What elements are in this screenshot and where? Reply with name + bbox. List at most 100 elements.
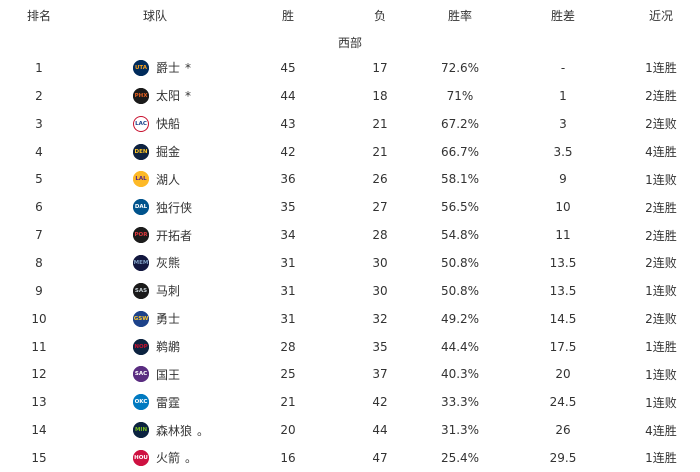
- rank-cell: 6: [35, 200, 43, 215]
- losses-cell: 28: [372, 228, 388, 243]
- team-name: 森林狼: [156, 423, 193, 438]
- losses-cell: 35: [372, 339, 388, 354]
- rank-cell: 2: [35, 88, 43, 103]
- games-behind-cell: 3: [559, 116, 567, 131]
- table-row: 9 SAS 马刺 31 30 50.8% 13.5 1连败: [0, 277, 700, 305]
- team-name: 火箭: [156, 451, 181, 466]
- losses-cell: 30: [372, 283, 388, 298]
- team-logo-icon: MIN: [133, 422, 149, 439]
- streak-cell: 1连败: [645, 367, 677, 382]
- wins-cell: 25: [280, 367, 296, 382]
- wins-cell: 34: [280, 228, 296, 243]
- losses-cell: 18: [372, 88, 388, 103]
- table-row: 7 POR 开拓者 34 28 54.8% 11 2连胜: [0, 221, 700, 249]
- games-behind-cell: 24.5: [549, 395, 577, 410]
- team-name: 独行侠: [156, 200, 193, 215]
- losses-cell: 44: [372, 423, 388, 438]
- team-name: 雷霆: [156, 395, 181, 410]
- team-cell: NOP 鹈鹕: [78, 338, 232, 355]
- win-pct-cell: 33.3%: [440, 395, 480, 410]
- header-team: 球队: [142, 8, 167, 23]
- team-name: 开拓者: [156, 228, 193, 243]
- losses-cell: 17: [372, 60, 388, 75]
- team-cell: SAC 国王: [78, 366, 232, 383]
- team-name: 马刺: [156, 284, 181, 299]
- wins-cell: 31: [280, 311, 296, 326]
- team-cell: DAL 独行侠: [78, 199, 232, 216]
- streak-cell: 1连败: [645, 172, 677, 187]
- games-behind-cell: 10: [555, 200, 571, 215]
- rank-cell: 15: [31, 450, 47, 465]
- team-logo-icon: OKC: [133, 394, 149, 411]
- wins-cell: 42: [280, 144, 296, 159]
- team-cell: UTA 爵士 *: [78, 59, 232, 76]
- team-cell: MIN 森林狼 。: [78, 422, 232, 439]
- win-pct-cell: 25.4%: [440, 450, 480, 465]
- streak-cell: 4连胜: [645, 423, 677, 438]
- team-logo-icon: LAL: [133, 171, 149, 188]
- team-cell: DEN 掘金: [78, 143, 232, 160]
- table-row: 6 DAL 独行侠 35 27 56.5% 10 2连胜: [0, 193, 700, 221]
- team-name: 掘金: [156, 145, 181, 159]
- team-name: 国王: [156, 367, 181, 382]
- streak-cell: 2连败: [645, 312, 677, 327]
- wins-cell: 45: [280, 60, 296, 75]
- team-logo-icon: PHX: [133, 87, 149, 104]
- team-name: 快船: [156, 117, 181, 132]
- win-pct-cell: 56.5%: [440, 200, 480, 215]
- wins-cell: 21: [280, 395, 296, 410]
- streak-cell: 4连胜: [645, 145, 677, 159]
- conference-row: 西部: [0, 30, 700, 54]
- wins-cell: 43: [280, 116, 296, 131]
- streak-cell: 2连胜: [645, 200, 677, 215]
- header-losses: 负: [373, 8, 386, 23]
- table-row: 12 SAC 国王 25 37 40.3% 20 1连败: [0, 360, 700, 388]
- losses-cell: 26: [372, 172, 388, 187]
- win-pct-cell: 31.3%: [440, 423, 480, 438]
- streak-cell: 2连胜: [645, 228, 677, 243]
- team-logo-icon: DAL: [133, 199, 149, 216]
- win-pct-cell: 50.8%: [440, 283, 480, 298]
- games-behind-cell: 1: [559, 88, 567, 103]
- streak-cell: 2连败: [645, 256, 677, 271]
- win-pct-cell: 66.7%: [440, 144, 480, 159]
- losses-cell: 42: [372, 395, 388, 410]
- rank-cell: 11: [31, 339, 47, 354]
- losses-cell: 30: [372, 255, 388, 270]
- team-cell: HOU 火箭 。: [78, 449, 232, 466]
- team-marker: *: [185, 60, 192, 75]
- rank-cell: 14: [31, 423, 47, 438]
- table-row: 2 PHX 太阳 * 44 18 71% 1 2连胜: [0, 82, 700, 110]
- rank-cell: 12: [31, 367, 47, 382]
- losses-cell: 27: [372, 200, 388, 215]
- rank-cell: 9: [35, 283, 43, 298]
- header-games-behind: 胜差: [550, 8, 575, 23]
- games-behind-cell: 11: [555, 228, 571, 243]
- table-row: 14 MIN 森林狼 。 20 44 31.3% 26 4连胜: [0, 416, 700, 444]
- rank-cell: 7: [35, 228, 43, 243]
- streak-cell: 2连胜: [645, 89, 677, 104]
- wins-cell: 28: [280, 339, 296, 354]
- team-logo-icon: GSW: [133, 310, 149, 327]
- streak-cell: 1连败: [645, 395, 677, 410]
- team-logo-icon: MEM: [133, 254, 149, 271]
- win-pct-cell: 44.4%: [440, 339, 480, 354]
- wins-cell: 16: [280, 450, 296, 465]
- wins-cell: 35: [280, 200, 296, 215]
- table-row: 10 GSW 勇士 31 32 49.2% 14.5 2连败: [0, 305, 700, 333]
- table-row: 3 LAC 快船 43 21 67.2% 3 2连败: [0, 110, 700, 138]
- team-cell: LAL 湖人: [78, 171, 232, 188]
- rank-cell: 10: [31, 311, 47, 326]
- team-logo-icon: SAS: [133, 282, 149, 299]
- losses-cell: 21: [372, 116, 388, 131]
- losses-cell: 32: [372, 311, 388, 326]
- rank-cell: 1: [35, 60, 43, 75]
- team-cell: GSW 勇士: [78, 310, 232, 327]
- team-cell: POR 开拓者: [78, 227, 232, 244]
- team-marker: 。: [185, 451, 198, 466]
- streak-cell: 1连胜: [645, 451, 677, 466]
- table-row: 1 UTA 爵士 * 45 17 72.6% - 1连胜: [0, 54, 700, 82]
- rank-cell: 4: [35, 144, 43, 159]
- team-name: 勇士: [156, 312, 181, 327]
